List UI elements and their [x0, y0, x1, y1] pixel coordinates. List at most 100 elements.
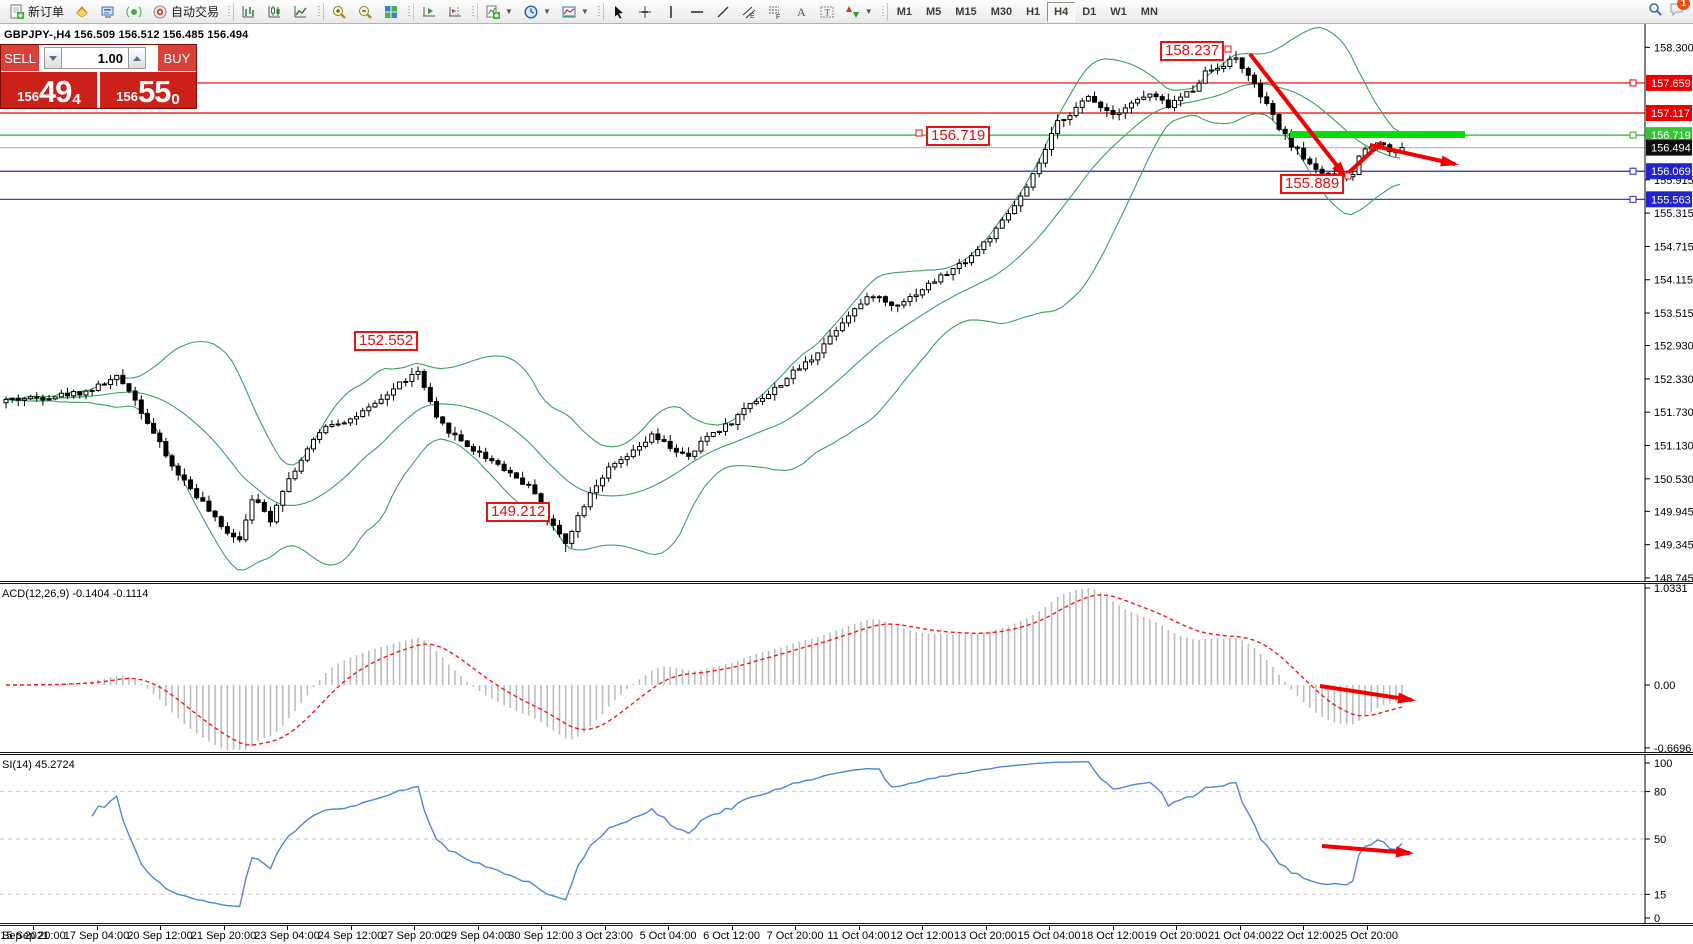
annotation-anchor[interactable]	[915, 129, 923, 137]
trend-arrow[interactable]	[1319, 684, 1413, 702]
autotrading-label: 自动交易	[171, 5, 220, 19]
volume-input[interactable]: 1.00	[62, 47, 128, 69]
annotation-anchor[interactable]	[1224, 45, 1232, 53]
line-handle[interactable]	[1629, 79, 1637, 87]
text-label-button[interactable]: T	[814, 1, 840, 23]
price-annotation-158.237[interactable]: 158.237	[1160, 41, 1225, 61]
timeframe-button-h1[interactable]: H1	[1026, 5, 1041, 18]
label-icon: T	[819, 4, 835, 20]
time-axis[interactable]: Sep 2021 15 Sep 20:00 17 Sep 04:00 20 Sep 1…	[0, 926, 1693, 944]
price-axis-tick: 158.300	[1654, 42, 1693, 54]
line-handle[interactable]	[1629, 195, 1637, 203]
timeframe-button-mn[interactable]: MN	[1140, 5, 1158, 18]
timeframe-button-m15[interactable]: M15	[955, 5, 977, 18]
panel-separator[interactable]	[0, 581, 1693, 584]
toolbar-separator	[316, 2, 325, 21]
candle-chart-icon	[267, 4, 283, 20]
market-signals-button[interactable]	[121, 1, 147, 23]
line-chart-icon	[293, 4, 309, 20]
vline-icon	[663, 4, 679, 20]
auto-scroll-button[interactable]	[416, 1, 442, 23]
macd-panel: 1.0331 0.00 -0.6696 ACD(12,26,9) -0.1404 -…	[0, 584, 1693, 752]
buy-button[interactable]: BUY	[158, 45, 196, 71]
price-badge	[1646, 127, 1692, 144]
price-badge-text: 156.719	[1651, 130, 1691, 142]
main-chart[interactable]: 158.300155.915155.315154.715154.115153.5…	[0, 24, 1693, 581]
cursor-button[interactable]	[606, 1, 632, 23]
toolbar: 新订单 自动交易 ▼ ▼ ▼ E F A T ▼ M1 M5 M15 M30 H1 H4 D1 W1 MN 1	[0, 0, 1693, 24]
one-click-trading-panel: SELL 1.00 BUY 156 49 4 156 55 0	[0, 44, 197, 109]
wizard-icon	[74, 4, 90, 20]
price-annotation-149.212[interactable]: 149.212	[486, 502, 551, 522]
new-order-button[interactable]: 新订单	[4, 1, 69, 23]
trend-arrow[interactable]	[1248, 52, 1347, 178]
vertical-line-button[interactable]	[658, 1, 684, 23]
annotation-anchor[interactable]	[1344, 172, 1352, 180]
line-handle[interactable]	[1629, 167, 1637, 175]
price-axis-tick: 149.345	[1654, 540, 1693, 552]
timeframe-button-h4[interactable]: H4	[1047, 1, 1076, 22]
panel-separator	[0, 923, 1693, 926]
trend-arrow[interactable]	[1321, 844, 1411, 855]
panel-separator[interactable]	[0, 752, 1693, 755]
sell-price-button[interactable]: 156 49 4	[1, 72, 97, 108]
templates-button[interactable]: ▼	[556, 1, 594, 23]
bar-chart-icon	[241, 4, 257, 20]
indicators-button[interactable]: ▼	[480, 1, 518, 23]
time-axis-label: Sep 2021	[2, 930, 50, 942]
macd-chart[interactable]: 1.0331 0.00 -0.6696	[0, 584, 1693, 752]
autotrading-button[interactable]: 自动交易	[147, 1, 224, 23]
tile-windows-button[interactable]	[378, 1, 404, 23]
timeframe-button-m1[interactable]: M1	[896, 5, 912, 18]
chevron-down-icon[interactable]: ▼	[542, 7, 551, 16]
line-chart-button[interactable]	[288, 1, 314, 23]
zoom-in-button[interactable]	[326, 1, 352, 23]
price-axis-tick: 149.945	[1654, 506, 1693, 518]
equidistant-channel-button[interactable]: E	[736, 1, 762, 23]
support-zone-bar[interactable]	[1290, 131, 1465, 138]
candle-chart-button[interactable]	[262, 1, 288, 23]
rsi-line	[91, 760, 1403, 908]
text-icon: A	[793, 4, 809, 20]
horizontal-line-button[interactable]	[684, 1, 710, 23]
chevron-down-icon[interactable]: ▼	[505, 7, 513, 16]
timeframe-button-d1[interactable]: D1	[1082, 5, 1097, 18]
arrows-button[interactable]: ▼	[840, 1, 878, 23]
rsi-chart[interactable]: 100 80 50 15 0	[0, 755, 1693, 923]
trendline-button[interactable]	[710, 1, 736, 23]
volume-decrease-button[interactable]	[44, 47, 62, 69]
chevron-down-icon[interactable]: ▼	[864, 7, 873, 16]
timeframe-button-w1[interactable]: W1	[1110, 5, 1127, 18]
level-lines[interactable]	[0, 79, 1645, 203]
notifications-button[interactable]: 1	[1669, 0, 1690, 22]
tile-windows-icon	[383, 4, 399, 20]
search-icon[interactable]	[1647, 1, 1663, 22]
periods-button[interactable]: ▼	[518, 1, 556, 23]
timeframe-button-m5[interactable]: M5	[926, 5, 942, 18]
chart-shift-button[interactable]	[442, 1, 468, 23]
bar-chart-button[interactable]	[236, 1, 262, 23]
price-annotation-156.719[interactable]: 156.719	[926, 126, 991, 146]
zoom-out-button[interactable]	[352, 1, 378, 23]
time-axis-label: 19 Oct 20:00	[1144, 930, 1208, 942]
time-axis-tick	[160, 926, 161, 930]
text-button[interactable]: A	[788, 1, 814, 23]
volume-increase-button[interactable]	[128, 47, 146, 69]
new-order-icon	[9, 4, 25, 20]
toolbar-right-group: 1	[1647, 0, 1693, 22]
indicator-wizard-button[interactable]	[69, 1, 95, 23]
fibonacci-button[interactable]: F	[762, 1, 788, 23]
timeframe-button-m30[interactable]: M30	[990, 5, 1013, 18]
price-badge	[1646, 105, 1692, 122]
line-handle[interactable]	[1629, 131, 1637, 139]
metaeditor-button[interactable]	[95, 1, 121, 23]
sell-button[interactable]: SELL	[1, 45, 39, 71]
price-annotation-152.552[interactable]: 152.552	[354, 331, 419, 351]
price-annotation-155.889[interactable]: 155.889	[1280, 174, 1345, 194]
trend-arrow[interactable]	[1369, 143, 1456, 166]
chevron-down-icon[interactable]: ▼	[580, 7, 589, 16]
price-badge-text: 155.563	[1651, 194, 1691, 206]
time-axis-tick	[1239, 926, 1241, 930]
buy-price-button[interactable]: 156 55 0	[100, 72, 196, 108]
crosshair-button[interactable]	[632, 1, 658, 23]
